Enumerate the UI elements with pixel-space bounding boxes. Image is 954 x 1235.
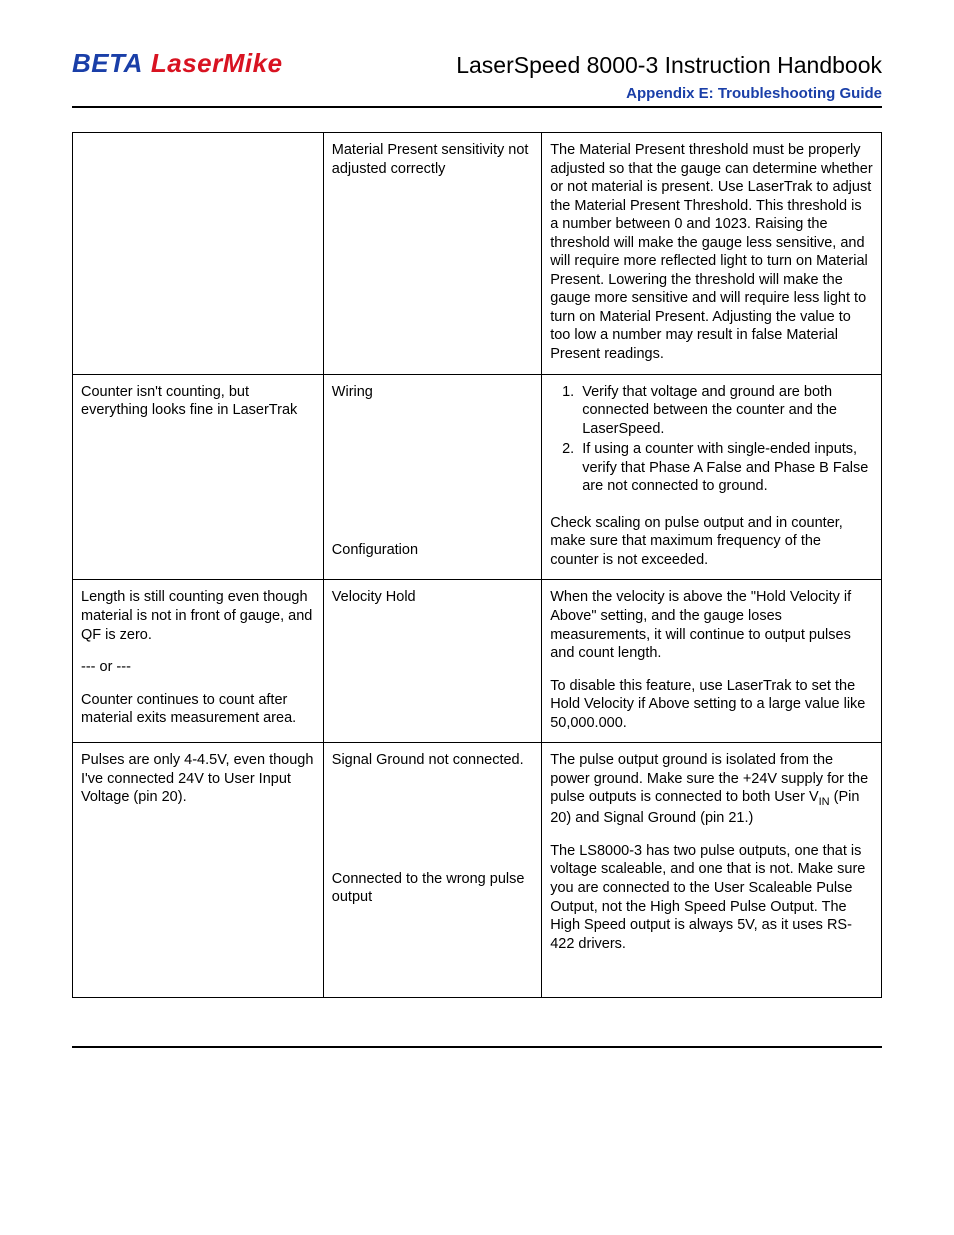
list-item: Verify that voltage and ground are both …: [578, 383, 873, 439]
cause-cell: Wiring Configuration: [323, 374, 541, 580]
header-rule: [72, 106, 882, 108]
footer-rule: [72, 1046, 882, 1048]
cause-text: Wiring: [332, 383, 533, 402]
remedy-text: The Material Present threshold must be p…: [550, 141, 873, 364]
doc-title: LaserSpeed 8000-3 Instruction Handbook: [456, 52, 882, 79]
table-row: Counter isn't counting, but everything l…: [73, 374, 882, 580]
remedy-text: Check scaling on pulse output and in cou…: [550, 514, 873, 570]
cause-cell: Signal Ground not connected. Connected t…: [323, 743, 541, 998]
troubleshooting-table: Material Present sensitivity not adjuste…: [72, 132, 882, 998]
subscript: IN: [819, 796, 830, 808]
symptom-text: Counter continues to count after materia…: [81, 691, 315, 728]
remedy-text: The pulse output ground is isolated from…: [550, 751, 873, 828]
remedy-cell: The Material Present threshold must be p…: [542, 133, 882, 375]
symptom-cell: Length is still counting even though mat…: [73, 580, 324, 743]
symptom-cell: Pulses are only 4-4.5V, even though I've…: [73, 743, 324, 998]
symptom-or: --- or ---: [81, 658, 315, 677]
remedy-cell: When the velocity is above the "Hold Vel…: [542, 580, 882, 743]
page: BETA LaserMike LaserSpeed 8000-3 Instruct…: [0, 0, 954, 1116]
remedy-text: The LS8000-3 has two pulse outputs, one …: [550, 842, 873, 953]
symptom-text: Pulses are only 4-4.5V, even though I've…: [81, 751, 315, 807]
header: BETA LaserMike LaserSpeed 8000-3 Instruct…: [72, 48, 882, 79]
cause-text: Signal Ground not connected.: [332, 751, 533, 770]
logo-beta-text: BETA: [72, 48, 143, 78]
logo: BETA LaserMike: [72, 48, 283, 79]
cause-text: Material Present sensitivity not adjuste…: [332, 141, 533, 178]
remedy-text: When the velocity is above the "Hold Vel…: [550, 588, 873, 662]
list-item: If using a counter with single-ended inp…: [578, 440, 873, 496]
table-row: Material Present sensitivity not adjuste…: [73, 133, 882, 375]
remedy-list: Verify that voltage and ground are both …: [550, 383, 873, 496]
table-row: Pulses are only 4-4.5V, even though I've…: [73, 743, 882, 998]
cause-text: Configuration: [332, 541, 533, 560]
symptom-cell: [73, 133, 324, 375]
remedy-text: To disable this feature, use LaserTrak t…: [550, 677, 873, 733]
table-row: Length is still counting even though mat…: [73, 580, 882, 743]
appendix-subtitle: Appendix E: Troubleshooting Guide: [72, 85, 882, 102]
symptom-text: Counter isn't counting, but everything l…: [81, 383, 315, 420]
logo-lasermike-text: LaserMike: [151, 48, 283, 78]
symptom-cell: Counter isn't counting, but everything l…: [73, 374, 324, 580]
remedy-cell: The pulse output ground is isolated from…: [542, 743, 882, 998]
remedy-cell: Verify that voltage and ground are both …: [542, 374, 882, 580]
cause-cell: Velocity Hold: [323, 580, 541, 743]
symptom-text: Length is still counting even though mat…: [81, 588, 315, 644]
cause-text: Velocity Hold: [332, 588, 533, 607]
cause-text: Connected to the wrong pulse output: [332, 870, 533, 907]
cause-cell: Material Present sensitivity not adjuste…: [323, 133, 541, 375]
